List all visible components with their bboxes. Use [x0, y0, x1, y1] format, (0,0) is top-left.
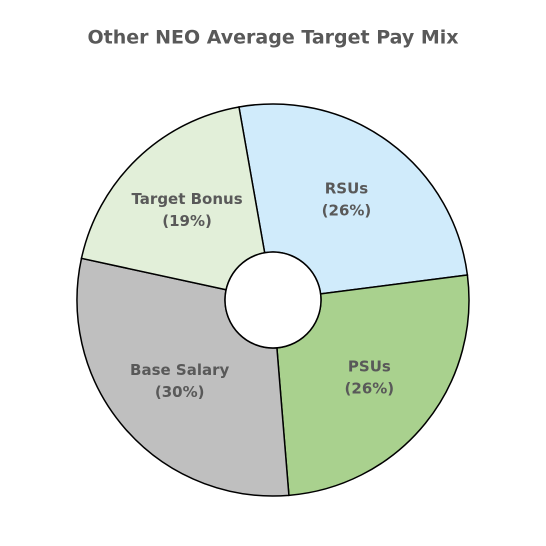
- slice-label: Target Bonus: [132, 190, 243, 208]
- slice-label: RSUs: [325, 180, 369, 198]
- donut-hole: [224, 251, 322, 349]
- slice-value-label: (30%): [155, 383, 205, 401]
- slice-value-label: (19%): [162, 212, 212, 230]
- slice-label: PSUs: [348, 358, 391, 376]
- chart-title: Other NEO Average Target Pay Mix: [87, 27, 458, 49]
- slice-value-label: (26%): [322, 202, 372, 220]
- slice-value-label: (26%): [345, 380, 395, 398]
- slice-label: Base Salary: [130, 361, 229, 379]
